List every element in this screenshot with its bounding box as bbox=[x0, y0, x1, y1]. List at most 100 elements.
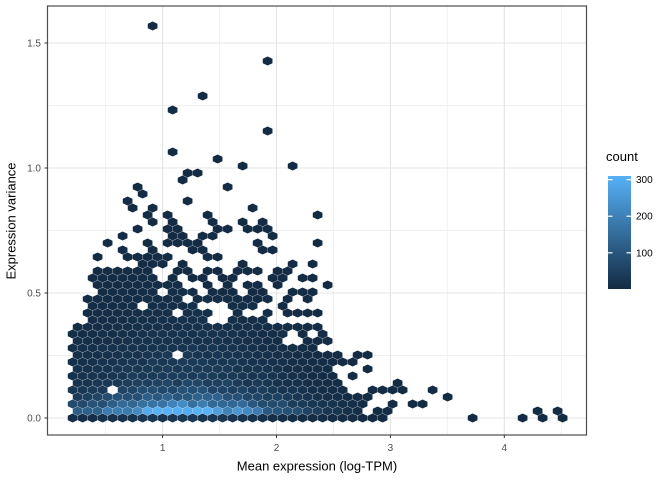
hex-cell bbox=[212, 294, 223, 304]
hex-cell bbox=[362, 350, 373, 360]
hex-cell bbox=[217, 343, 228, 353]
hex-cell bbox=[222, 392, 233, 402]
hex-cell bbox=[157, 343, 168, 353]
hex-cell bbox=[127, 385, 138, 395]
hex-cell bbox=[207, 371, 218, 381]
hex-cell bbox=[142, 392, 153, 402]
hex-cell bbox=[77, 329, 88, 339]
hex-cell bbox=[192, 364, 203, 374]
hex-cell bbox=[262, 336, 273, 346]
hex-cell bbox=[312, 308, 323, 318]
hex-cell bbox=[117, 385, 128, 395]
hex-cell bbox=[157, 259, 168, 269]
hex-cell bbox=[187, 371, 198, 381]
y-tick-label: 1.0 bbox=[27, 164, 41, 175]
hex-cell bbox=[267, 273, 278, 283]
hex-cell bbox=[202, 336, 213, 346]
hex-cell bbox=[212, 154, 223, 164]
hex-cell bbox=[172, 266, 183, 276]
hex-cell bbox=[127, 399, 138, 409]
hex-cell bbox=[167, 287, 178, 297]
hex-cell bbox=[82, 294, 93, 304]
hex-cell bbox=[247, 385, 258, 395]
hex-cell bbox=[167, 329, 178, 339]
hex-cell bbox=[277, 413, 288, 423]
hex-cell bbox=[212, 364, 223, 374]
hex-cell bbox=[117, 231, 128, 241]
hex-cell bbox=[97, 371, 108, 381]
hex-cell bbox=[347, 413, 358, 423]
hex-cell bbox=[262, 294, 273, 304]
hex-cell bbox=[227, 371, 238, 381]
hex-cell bbox=[277, 329, 288, 339]
hex-cell bbox=[267, 245, 278, 255]
hex-cell bbox=[147, 21, 158, 31]
hex-cell bbox=[262, 224, 273, 234]
hex-cell bbox=[147, 287, 158, 297]
hex-cell bbox=[127, 301, 138, 311]
hex-cell bbox=[107, 315, 118, 325]
hex-cell bbox=[107, 413, 118, 423]
hex-cell bbox=[297, 385, 308, 395]
hex-cell bbox=[237, 217, 248, 227]
hex-cell bbox=[102, 238, 113, 248]
hex-cell bbox=[342, 406, 353, 416]
hex-cell bbox=[467, 413, 478, 423]
hex-cell bbox=[122, 294, 133, 304]
hex-cell bbox=[332, 392, 343, 402]
hex-cell bbox=[92, 406, 103, 416]
hex-cell bbox=[322, 392, 333, 402]
hex-cell bbox=[112, 406, 123, 416]
hex-cell bbox=[232, 406, 243, 416]
hex-cell bbox=[352, 350, 363, 360]
hex-cell bbox=[137, 315, 148, 325]
hex-cell bbox=[177, 301, 188, 311]
hex-cell bbox=[207, 343, 218, 353]
hex-cell bbox=[112, 308, 123, 318]
hex-cell bbox=[187, 245, 198, 255]
hex-cell bbox=[122, 196, 133, 206]
hex-cell bbox=[297, 329, 308, 339]
hex-cell bbox=[242, 350, 253, 360]
hex-cell bbox=[257, 343, 268, 353]
hex-cell bbox=[197, 371, 208, 381]
hex-cell bbox=[217, 287, 228, 297]
hex-cell bbox=[177, 399, 188, 409]
hex-cell bbox=[92, 294, 103, 304]
hex-cell bbox=[152, 308, 163, 318]
hex-cell bbox=[142, 280, 153, 290]
hex-cell bbox=[302, 392, 313, 402]
hex-cell bbox=[307, 273, 318, 283]
hex-cell bbox=[242, 280, 253, 290]
hex-cell bbox=[287, 343, 298, 353]
hex-cell bbox=[82, 364, 93, 374]
hex-cell bbox=[137, 413, 148, 423]
hex-cell bbox=[167, 371, 178, 381]
hex-cell bbox=[237, 343, 248, 353]
hex-cell bbox=[367, 385, 378, 395]
hex-cell bbox=[102, 406, 113, 416]
hex-cell bbox=[312, 336, 323, 346]
hex-cell bbox=[202, 308, 213, 318]
hex-cell bbox=[342, 392, 353, 402]
hex-cell bbox=[197, 413, 208, 423]
hex-cell bbox=[82, 378, 93, 388]
hex-cell bbox=[82, 322, 93, 332]
hex-cell bbox=[187, 315, 198, 325]
hex-cell bbox=[242, 266, 253, 276]
hex-cell bbox=[307, 343, 318, 353]
hex-cell bbox=[107, 287, 118, 297]
hex-cell bbox=[112, 336, 123, 346]
hex-cell bbox=[202, 378, 213, 388]
hex-cell bbox=[132, 308, 143, 318]
hex-cell bbox=[257, 399, 268, 409]
hex-cell bbox=[272, 378, 283, 388]
hex-cell bbox=[357, 413, 368, 423]
hex-cell bbox=[172, 392, 183, 402]
hex-cell bbox=[147, 273, 158, 283]
hex-cell bbox=[352, 392, 363, 402]
hex-cell bbox=[322, 350, 333, 360]
hex-cell bbox=[282, 308, 293, 318]
hex-cell bbox=[172, 238, 183, 248]
